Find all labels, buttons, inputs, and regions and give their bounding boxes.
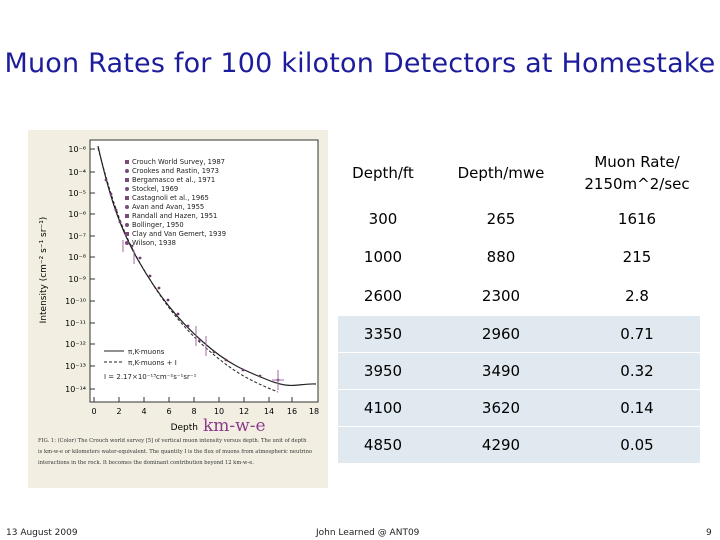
figure-caption-line: is km-w-e or kilometers water-equivalent… bbox=[38, 449, 312, 455]
x-unit-annotation: km-w-e bbox=[203, 416, 266, 436]
cell-depth-ft: 1000 bbox=[338, 237, 428, 277]
header-muon-rate: Muon Rate/ 2150m^2/sec bbox=[574, 146, 700, 201]
muon-rates-table: Depth/ft Depth/mwe Muon Rate/ 2150m^2/se… bbox=[338, 146, 700, 464]
curve-label: I = 2.17×10⁻¹³cm⁻²s⁻¹sr⁻¹ bbox=[104, 373, 197, 381]
x-tick-label: 18 bbox=[309, 407, 319, 416]
cell-depth-ft: 2600 bbox=[338, 276, 428, 316]
cell-muon-rate: 0.05 bbox=[574, 426, 700, 464]
y-tick-label: 10⁻⁴ bbox=[68, 168, 86, 177]
muon-curve-line bbox=[97, 145, 317, 386]
cell-depth-mwe: 265 bbox=[428, 200, 574, 238]
table-row: 4100 3620 0.14 bbox=[338, 389, 700, 427]
legend-entry: Clay and Van Gemert, 1939 bbox=[132, 230, 226, 238]
x-tick-label: 0 bbox=[91, 407, 96, 416]
header-depth-mwe: Depth/mwe bbox=[428, 146, 574, 201]
x-tick-label: 16 bbox=[287, 407, 297, 416]
x-tick-label: 8 bbox=[191, 407, 196, 416]
cell-muon-rate: 0.32 bbox=[574, 352, 700, 390]
y-tick-label: 10⁻⁹ bbox=[68, 275, 86, 284]
figure-caption-line: FIG. 1: (Color) The Crouch world survey … bbox=[38, 437, 307, 444]
cell-depth-mwe: 3620 bbox=[428, 389, 574, 427]
header-muon-rate-line1: Muon Rate/ bbox=[594, 153, 680, 171]
y-tick-label: 10⁻⁶ bbox=[68, 210, 86, 219]
header-depth-ft: Depth/ft bbox=[338, 146, 428, 201]
y-tick-label: 10⁻¹¹ bbox=[65, 319, 86, 328]
cell-depth-ft: 300 bbox=[338, 200, 428, 238]
x-tick-label: 12 bbox=[239, 407, 249, 416]
y-tick-label: 10⁻¹² bbox=[65, 340, 86, 349]
table-header-row: Depth/ft Depth/mwe Muon Rate/ 2150m^2/se… bbox=[338, 146, 700, 201]
y-tick-label: 10⁻⁷ bbox=[68, 232, 86, 241]
x-tick-label: 14 bbox=[264, 407, 274, 416]
y-tick-label: 10⁻⁵ bbox=[68, 189, 86, 198]
table-row: 1000 880 215 bbox=[338, 237, 700, 277]
cell-muon-rate: 0.14 bbox=[574, 389, 700, 427]
x-axis-label: Depth bbox=[171, 423, 198, 433]
legend-entry: Bollinger, 1950 bbox=[132, 221, 184, 229]
legend-entry: Wilson, 1938 bbox=[132, 239, 176, 247]
cell-depth-mwe: 880 bbox=[428, 237, 574, 277]
header-muon-rate-line2: 2150m^2/sec bbox=[584, 175, 690, 193]
table-row: 3350 2960 0.71 bbox=[338, 315, 700, 353]
cell-depth-ft: 4100 bbox=[338, 389, 428, 427]
y-tick-label: 10⁻¹⁰ bbox=[65, 297, 86, 306]
cell-muon-rate: 2.8 bbox=[574, 276, 700, 316]
cell-depth-ft: 3950 bbox=[338, 352, 428, 390]
cell-depth-mwe: 4290 bbox=[428, 426, 574, 464]
y-tick-label: 10⁻⁸ bbox=[68, 253, 86, 262]
figure-caption-line: interactions in the rock. It becomes the… bbox=[38, 460, 254, 466]
legend-entry: Crookes and Rastin, 1973 bbox=[132, 167, 219, 175]
table-row: 4850 4290 0.05 bbox=[338, 426, 700, 464]
footer-author: John Learned @ ANT09 bbox=[316, 528, 420, 538]
legend-entry: Crouch World Survey, 1987 bbox=[132, 158, 225, 166]
table-row: 300 265 1616 bbox=[338, 200, 700, 238]
y-tick-label: 10⁻¹⁴ bbox=[65, 385, 86, 394]
slide-title: Muon Rates for 100 kiloton Detectors at … bbox=[4, 48, 716, 79]
legend-entry: Randall and Hazen, 1951 bbox=[132, 212, 217, 220]
x-tick-label: 10 bbox=[214, 407, 224, 416]
cell-muon-rate: 215 bbox=[574, 237, 700, 277]
cell-depth-ft: 4850 bbox=[338, 426, 428, 464]
footer-date: 13 August 2009 bbox=[6, 528, 78, 538]
curve-label: π,K-muons + I bbox=[128, 359, 177, 367]
plot-frame bbox=[89, 139, 319, 403]
legend-entry: Avan and Avan, 1955 bbox=[132, 203, 204, 211]
curve-label: π,K-muons bbox=[128, 348, 165, 356]
muon-curve-dashed bbox=[97, 147, 279, 393]
x-tick-label: 6 bbox=[166, 407, 171, 416]
muon-intensity-figure: Intensity (cm⁻² s⁻¹ sr⁻¹) 10⁻⁶ 10⁻⁴ 10⁻⁵… bbox=[28, 130, 328, 488]
table-row: 3950 3490 0.32 bbox=[338, 352, 700, 390]
y-axis-label: Intensity (cm⁻² s⁻¹ sr⁻¹) bbox=[39, 217, 49, 324]
cell-depth-ft: 3350 bbox=[338, 315, 428, 353]
y-tick-label: 10⁻⁶ bbox=[68, 145, 86, 154]
x-tick-label: 2 bbox=[116, 407, 121, 416]
cell-muon-rate: 1616 bbox=[574, 200, 700, 238]
cell-muon-rate: 0.71 bbox=[574, 315, 700, 353]
cell-depth-mwe: 2960 bbox=[428, 315, 574, 353]
table-row: 2600 2300 2.8 bbox=[338, 276, 700, 316]
legend-entry: Castagnoli et al., 1965 bbox=[132, 194, 209, 202]
x-tick-label: 4 bbox=[141, 407, 146, 416]
cell-depth-mwe: 2300 bbox=[428, 276, 574, 316]
y-tick-label: 10⁻¹³ bbox=[65, 362, 86, 371]
legend-entry: Stockel, 1969 bbox=[132, 185, 178, 193]
cell-depth-mwe: 3490 bbox=[428, 352, 574, 390]
legend-entry: Bergamasco et al., 1971 bbox=[132, 176, 215, 184]
page-number: 9 bbox=[706, 528, 712, 538]
